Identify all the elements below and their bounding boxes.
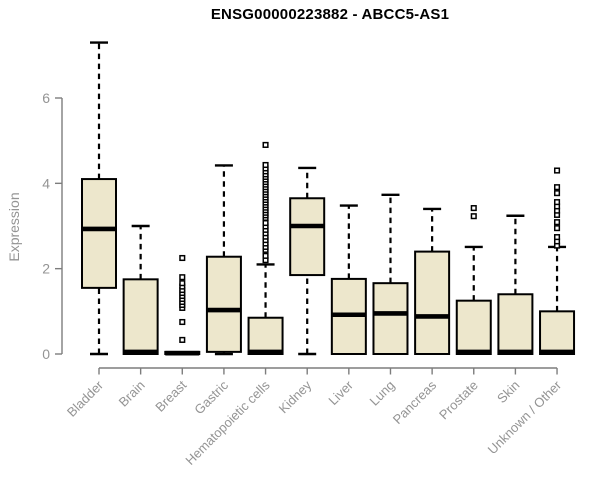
box-rect: [497, 293, 534, 356]
y-tick-label: 2: [42, 261, 50, 277]
outlier-point: [553, 225, 561, 232]
outlier-point: [470, 213, 477, 220]
outlier-point: [179, 318, 186, 326]
outlier-point: [179, 254, 186, 262]
outlier-point: [553, 219, 561, 226]
outlier-point: [553, 167, 561, 174]
outlier-point: [553, 184, 561, 191]
x-tick-label: Kidney: [276, 377, 315, 416]
outlier-point: [262, 219, 269, 227]
y-tick-label: 4: [42, 175, 50, 191]
x-tick-label: Unknown / Other: [485, 377, 565, 457]
outlier-point: [179, 280, 186, 287]
x-tick-label: Bladder: [64, 377, 107, 420]
box-rect: [81, 178, 117, 289]
x-tick-label: Liver: [325, 377, 356, 408]
box-rect: [372, 282, 409, 356]
y-tick-label: 0: [42, 346, 50, 362]
x-tick-label: Brain: [116, 378, 148, 410]
box-rect: [247, 316, 284, 356]
x-tick-label: Lung: [367, 378, 398, 409]
chart-title: ENSG00000223882 - ABCC5-AS1: [210, 6, 450, 23]
box-rect: [455, 299, 492, 356]
x-tick-label: Prostate: [436, 378, 481, 423]
y-tick-label: 6: [42, 90, 50, 106]
outlier-point: [470, 205, 477, 212]
box-rect: [205, 255, 242, 353]
outlier-point: [553, 199, 561, 206]
x-tick-label: Breast: [152, 377, 189, 414]
box-rect: [539, 310, 576, 356]
x-tick-label: Gastric: [191, 377, 231, 417]
outlier-point: [553, 190, 561, 197]
outlier-point: [262, 141, 269, 148]
x-tick-label: Skin: [494, 378, 522, 406]
box-rect: [122, 278, 159, 356]
outlier-point: [179, 274, 186, 281]
outlier-point: [262, 161, 269, 169]
outlier-point: [262, 252, 269, 259]
box-rect: [289, 197, 326, 277]
x-tick-label: Pancreas: [390, 377, 440, 427]
box-rect: [414, 250, 451, 355]
outlier-point: [179, 336, 186, 343]
outlier-point: [553, 234, 561, 241]
